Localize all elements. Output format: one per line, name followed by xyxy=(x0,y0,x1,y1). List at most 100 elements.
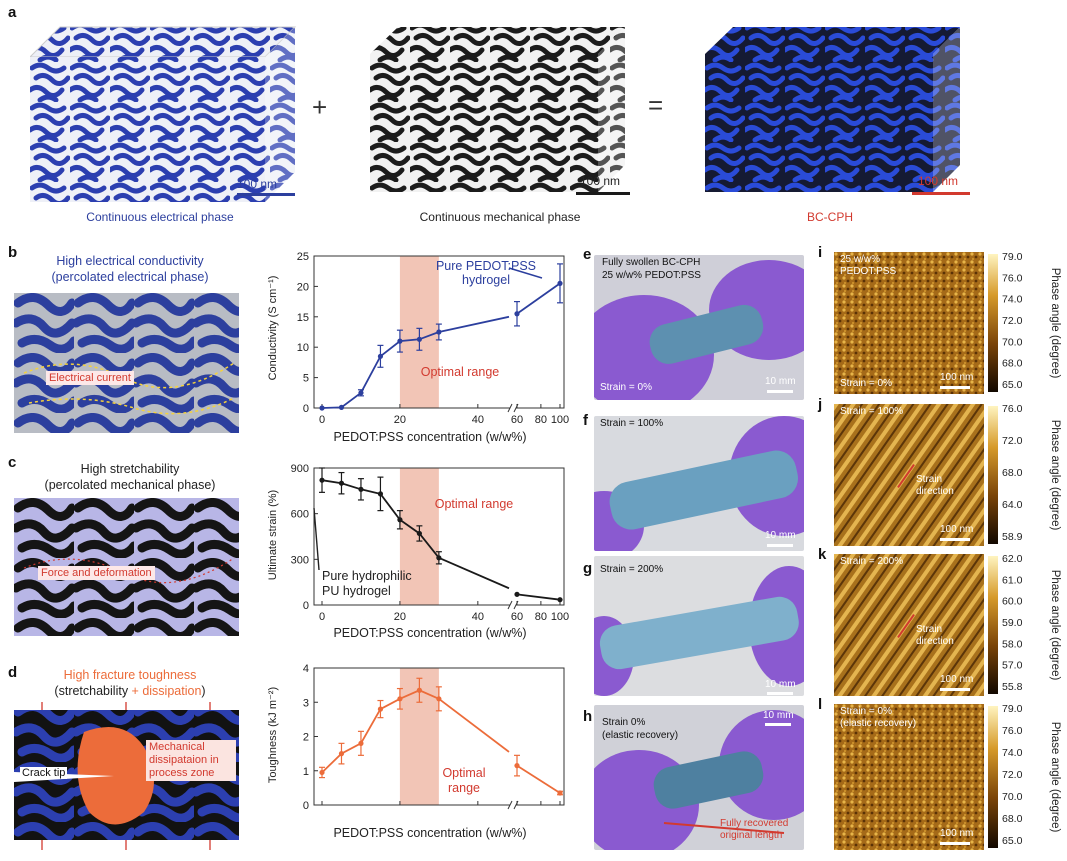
series-tail xyxy=(438,556,510,590)
photo-e-strain: Strain = 0% xyxy=(600,382,652,393)
data-point xyxy=(436,329,442,335)
optimal-range-label: Optimal range xyxy=(435,497,514,511)
series-line xyxy=(516,764,561,794)
colorbar-tick: 68.0 xyxy=(1002,358,1023,370)
y-axis-label: Ultimate strain (%) xyxy=(267,490,279,580)
x-tick-label: 20 xyxy=(394,414,406,426)
afm-j-direction: Strain direction xyxy=(916,474,954,497)
colorbar-tick: 61.0 xyxy=(1002,574,1023,586)
photo-e-t2: 25 w/w% PEDOT:PSS xyxy=(602,270,701,281)
optimal-label-1: Optimal xyxy=(442,766,485,780)
data-point xyxy=(514,763,520,769)
panel-label-j: j xyxy=(818,396,823,413)
data-point xyxy=(397,517,403,523)
series-tail xyxy=(438,315,510,333)
photo-f-scalebar xyxy=(767,544,793,547)
chart-conductivity: 0 5 10 15 20 25 0 20 40 60 80 100 Conductivity (S c… xyxy=(267,251,569,426)
colorbar-label: Phase angle (degree) xyxy=(1049,570,1061,681)
data-point xyxy=(416,530,422,537)
panel-label-g: g xyxy=(583,560,593,577)
photo-g-scale: 10 mm xyxy=(765,679,796,690)
colorbar-tick: 70.0 xyxy=(1002,791,1023,803)
colorbar-tick: 68.0 xyxy=(1002,813,1023,825)
afm-i-t1: 25 w/w% xyxy=(840,254,881,265)
schem-d-crack: Crack tip xyxy=(20,767,68,779)
x-tick-label: 20 xyxy=(394,611,406,620)
x-tick-label: 80 xyxy=(535,414,547,426)
annotation-arrow xyxy=(508,267,543,279)
plot-frame xyxy=(313,467,565,606)
y-tick-label: 15 xyxy=(297,312,309,324)
data-point xyxy=(338,404,345,410)
panel-label-l: l xyxy=(818,696,823,713)
scale-bar-1 xyxy=(237,193,295,196)
schematic-electrical xyxy=(14,293,239,433)
axis-break xyxy=(510,801,516,809)
panel-label-f: f xyxy=(583,412,588,429)
colorbar-l: 79.0 76.0 74.0 72.0 70.0 68.0 65.0 Phase angle … xyxy=(988,704,1061,848)
colorbar-tick: 79.0 xyxy=(1002,704,1023,715)
annotation-line1: Pure hydrophilic xyxy=(322,569,412,583)
panel-label-c: c xyxy=(8,454,17,471)
colorbar-tick: 72.0 xyxy=(1002,435,1023,447)
scale-text-2: 100 nm xyxy=(580,174,621,188)
colorbar-tick: 76.0 xyxy=(1002,272,1023,284)
x-tick-label: 100 xyxy=(551,611,569,620)
y-tick-label: 10 xyxy=(297,342,309,354)
x-tick-label: 60 xyxy=(511,611,523,620)
data-point xyxy=(514,591,520,597)
afm-l-scale: 100 nm xyxy=(940,828,974,839)
afm-k-strain: Strain = 200% xyxy=(840,556,904,567)
schem-d-title2: (stretchability + dissipation) xyxy=(54,684,206,698)
panel-label-i: i xyxy=(818,244,823,261)
panel-label-a: a xyxy=(8,4,17,21)
afm-j-scale: 100 nm xyxy=(940,524,974,535)
scale-bar-3 xyxy=(912,192,970,195)
optimal-range-label: Optimal range xyxy=(421,365,500,379)
series-tail xyxy=(438,698,510,753)
axis-break-mark xyxy=(507,403,513,413)
photo-g-scalebar xyxy=(767,692,793,695)
x-tick-label: 0 xyxy=(319,611,325,620)
data-point xyxy=(557,790,563,796)
scale-text-3: 100 nm xyxy=(918,174,959,188)
afm-j-strain: Strain = 100% xyxy=(840,406,904,417)
y-tick-label: 2 xyxy=(303,732,309,744)
annotation-line1: Pure PEDOT:PSS xyxy=(436,259,536,273)
scale-text-1: 100 nm xyxy=(237,177,278,191)
photo-h xyxy=(594,705,804,850)
xlabel-0: PEDOT:PSS concentration (w/w%) xyxy=(333,430,527,444)
series-line xyxy=(516,593,561,601)
x-tick-label: 0 xyxy=(319,414,325,426)
y-tick-label: 5 xyxy=(303,373,309,385)
y-axis-label: Conductivity (S cm⁻¹) xyxy=(267,276,279,381)
data-point xyxy=(338,480,345,486)
colorbar-tick: 74.0 xyxy=(1002,294,1023,306)
colorbar-tick: 68.0 xyxy=(1002,467,1023,479)
schem-c-inset: Force and deformation xyxy=(38,566,155,580)
photo-h-rec1: Fully recovered xyxy=(720,818,789,829)
schem-c-title2: (percolated mechanical phase) xyxy=(44,478,216,492)
afm-i-strain: Strain = 0% xyxy=(840,378,892,389)
afm-l-scalebar xyxy=(940,842,970,845)
chart-strain: 0 300 600 900 0 20 40 60 80 100 Ultimate strain (… xyxy=(267,463,569,620)
afm-k-direction: Strain direction xyxy=(916,624,954,647)
photo-g-strain: Strain = 200% xyxy=(600,564,664,575)
photo-f-scale: 10 mm xyxy=(765,530,796,541)
data-point xyxy=(377,706,384,712)
cube3-caption: BC-CPH xyxy=(806,210,853,224)
colorbar-i: 79.0 76.0 74.0 72.0 70.0 68.0 65.0 Phase angle … xyxy=(988,252,1061,392)
chart-toughness: 01234020406080100 Toughness (kJ m⁻²) Opt… xyxy=(267,663,565,810)
colorbar-label: Phase angle (degree) xyxy=(1049,722,1061,833)
afm-image-i xyxy=(834,252,984,394)
data-point xyxy=(358,390,364,396)
data-point xyxy=(416,687,422,693)
data-point xyxy=(377,353,384,359)
afm-image-k xyxy=(834,554,984,696)
y-tick-label: 1 xyxy=(303,766,309,778)
colorbar-k: 62.0 61.0 60.0 59.0 58.0 57.0 55.8 Phase angle … xyxy=(988,554,1061,694)
y-tick-label: 3 xyxy=(303,697,309,709)
y-tick-label: 600 xyxy=(291,509,309,521)
cube1-caption: Continuous electrical phase xyxy=(86,210,234,224)
plot-frame xyxy=(313,255,565,409)
